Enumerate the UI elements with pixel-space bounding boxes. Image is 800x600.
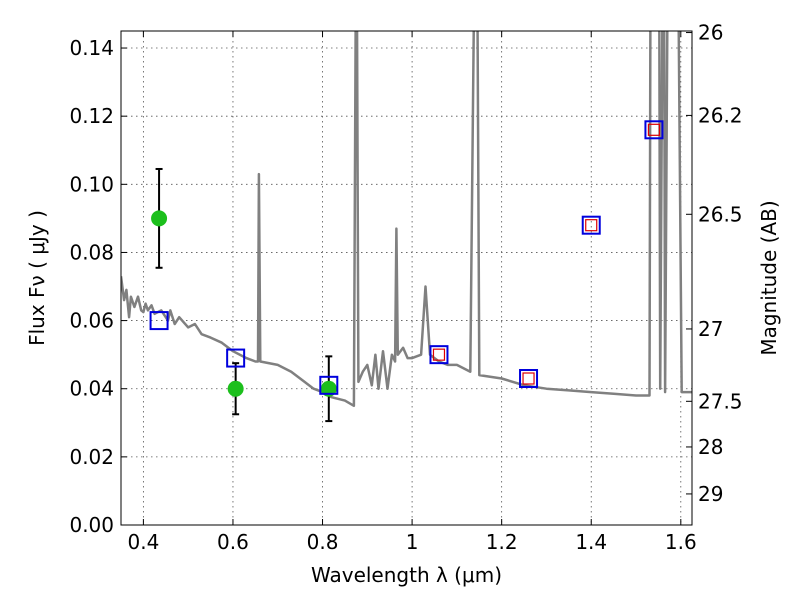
- model-point: [644, 120, 664, 140]
- model-point-inner: [432, 348, 446, 361]
- model-point: [429, 345, 449, 365]
- model-point: [319, 375, 339, 395]
- y-tick-label: 0.14: [69, 36, 114, 60]
- model-point-inner: [585, 219, 598, 232]
- model-point: [149, 311, 169, 331]
- y-tick-label: 0.04: [69, 377, 114, 401]
- grid-lines: [121, 31, 692, 526]
- sed-model-line: [121, 31, 692, 408]
- x-tick-label: 1: [406, 530, 419, 554]
- x-tick-label: 0.8: [307, 530, 339, 554]
- x-axis-title: Wavelength λ (μm): [311, 563, 502, 587]
- x-tick-label: 1.4: [575, 530, 607, 554]
- observed-point: [227, 380, 244, 397]
- marker-layer: [149, 120, 664, 423]
- x-tick-label: 0.4: [127, 530, 159, 554]
- y-tick-label: 0.06: [69, 309, 114, 333]
- y-tick-label: 0.02: [69, 445, 114, 469]
- observed-point: [320, 380, 337, 397]
- y-tick-label: 0.12: [69, 104, 114, 128]
- y-tick-label: 0.08: [69, 240, 114, 264]
- right-tick-label: 29: [698, 482, 723, 506]
- y-tick-label: 0.10: [69, 172, 114, 196]
- right-tick-label: 26.5: [698, 202, 743, 226]
- right-tick-label: 27.5: [698, 389, 743, 413]
- y-tick-label: 0.00: [69, 513, 114, 537]
- model-point: [581, 215, 601, 235]
- model-point-inner: [522, 372, 535, 385]
- y-axis-title: Flux Fν ( μJy ): [25, 210, 49, 346]
- model-point: [226, 348, 246, 368]
- x-tick-label: 1.6: [665, 530, 697, 554]
- right-tick-label: 26: [698, 21, 723, 45]
- right-tick-label: 27: [698, 317, 723, 341]
- tick-layer: 0.4 0.6 0.8 1 1.2 1.4 1.6 0.00 0.02 0.04 0.06 0.08 0…: [69, 21, 742, 554]
- right-axis-title: Magnitude (AB): [757, 200, 781, 355]
- model-point-inner: [647, 123, 661, 136]
- sed-spectrum-layer: [121, 31, 692, 408]
- model-point: [519, 369, 539, 389]
- right-tick-label: 26.2: [698, 103, 743, 127]
- observed-point: [151, 210, 168, 227]
- x-tick-label: 1.2: [486, 530, 518, 554]
- plot-frame: [120, 30, 693, 526]
- right-tick-label: 28: [698, 435, 723, 459]
- x-tick-label: 0.6: [217, 530, 249, 554]
